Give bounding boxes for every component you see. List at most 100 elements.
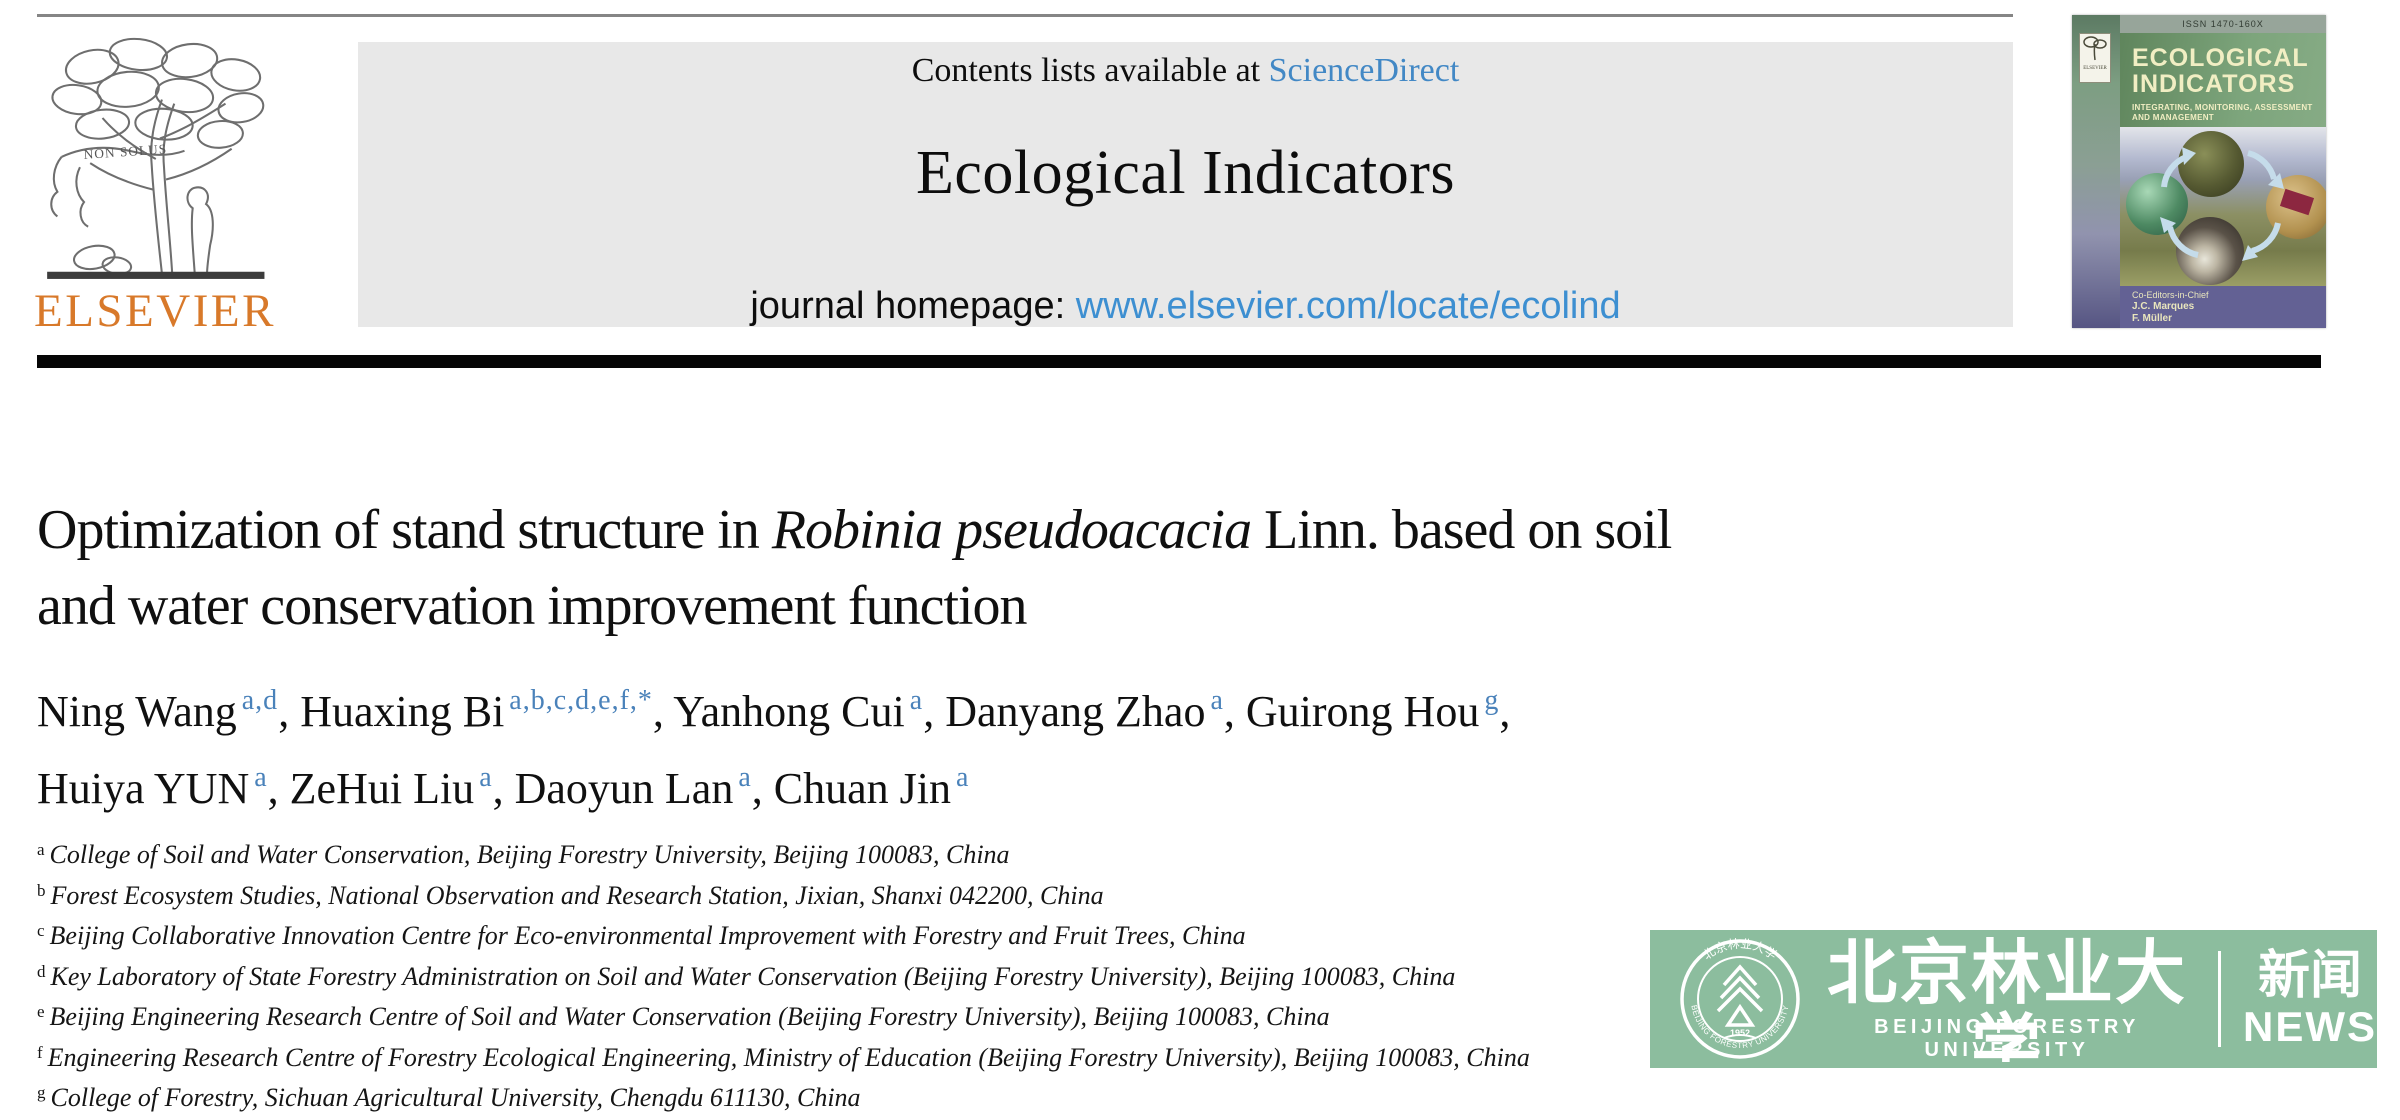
- journal-name: Ecological Indicators: [915, 139, 1455, 207]
- affiliation-label: g: [37, 1083, 46, 1102]
- homepage-line: journal homepage: www.elsevier.com/locat…: [358, 285, 2013, 328]
- elsevier-wordmark: ELSEVIER: [34, 285, 276, 337]
- author-affiliation-superscript: a: [479, 762, 493, 793]
- cover-photo-circle-seeds: [2178, 131, 2244, 197]
- news-label-en: NEWS: [2243, 1003, 2377, 1050]
- cover-issn: ISSN 1470-160X: [2120, 15, 2326, 33]
- author-line: Huiya YUN a, ZeHui Liu a, Daoyun Lan a, Chu…: [37, 753, 1510, 830]
- affiliation-list: a College of Soil and Water Conservation,…: [37, 836, 1530, 1120]
- elsevier-logo: NON SOLUS ELSEVIER: [30, 36, 310, 337]
- contents-prefix: Contents lists available at: [911, 52, 1261, 89]
- bfu-seal: 北京林业大学 BEIJING FORESTRY UNIVERSITY 1952: [1680, 937, 1800, 1059]
- author-separator: ,: [923, 687, 946, 736]
- cover-photo: [2120, 127, 2326, 286]
- author-separator: ,: [1499, 687, 1511, 736]
- author-line: Ning Wang a,d, Huaxing Bi a,b,c,d,e,f,*, Y…: [37, 676, 1510, 753]
- species-name-italic: Robinia pseudoacacia: [771, 499, 1252, 561]
- affiliation-label: b: [37, 880, 46, 900]
- news-label-zh: 新闻: [2257, 946, 2362, 1006]
- affiliation-text: Beijing Collaborative Innovation Centre …: [49, 921, 1246, 950]
- cover-elsevier-mini-text: ELSEVIER: [2083, 66, 2107, 71]
- elsevier-tree-logo: NON SOLUS: [47, 37, 265, 279]
- cover-editors: Co-Editors-in-Chief J.C. Marques F. Müll…: [2120, 286, 2326, 328]
- author-name: Huiya YUN: [37, 764, 250, 813]
- cover-cycle-arrows: [2160, 147, 2284, 261]
- author-affiliation-superscript: g: [1484, 685, 1500, 716]
- title-text: Linn. based on soil: [1251, 499, 1672, 561]
- cover-header: ECOLOGICAL INDICATORS INTEGRATING, MONIT…: [2120, 33, 2326, 127]
- sciencedirect-link[interactable]: ScienceDirect: [1268, 52, 1460, 89]
- affiliation-item: a College of Soil and Water Conservation,…: [37, 836, 1530, 877]
- bfu-name-en: BEIJING FORESTRY UNIVERSITY: [1874, 1016, 2140, 1061]
- author-list: Ning Wang a,d, Huaxing Bi a,b,c,d,e,f,*, Y…: [37, 676, 1510, 830]
- affiliation-label: e: [37, 1002, 45, 1021]
- bfu-divider: [2218, 951, 2221, 1047]
- header-rule: [37, 355, 2321, 368]
- journal-cover-thumbnail: ELSEVIER ISSN 1470-160X ECOLOGICAL INDIC…: [2072, 15, 2326, 328]
- cover-editor-2: F. Müller: [2132, 313, 2173, 324]
- author-name: Daoyun Lan: [514, 764, 734, 813]
- author-affiliation-superscript: a: [909, 685, 924, 716]
- author-name: Chuan Jin: [773, 764, 952, 813]
- cover-elsevier-mini-logo: ELSEVIER: [2079, 33, 2111, 83]
- cover-subtitle: INTEGRATING, MONITORING, ASSESSMENT AND …: [2132, 103, 2313, 122]
- article-title: Optimization of stand structure in Robin…: [37, 492, 2117, 644]
- affiliation-text: Key Laboratory of State Forestry Adminis…: [50, 961, 1456, 991]
- title-text: and water conservation improvement funct…: [37, 575, 1028, 637]
- author-name: Ning Wang: [37, 687, 237, 736]
- title-text: Optimization of stand structure in: [37, 499, 772, 561]
- author-affiliation-superscript: a: [956, 762, 970, 793]
- affiliation-item: g College of Forestry, Sichuan Agricultur…: [37, 1079, 1530, 1120]
- homepage-prefix: journal homepage:: [750, 285, 1066, 327]
- seal-tree-icon: [1716, 964, 1764, 1039]
- top-rule: [37, 14, 2013, 17]
- contents-line: Contents lists available at ScienceDirec…: [358, 52, 2013, 90]
- author-name: Danyang Zhao: [945, 687, 1206, 736]
- cover-title-line2: INDICATORS: [2132, 70, 2296, 98]
- bfu-news-watermark: 北京林业大学 BEIJING FORESTRY UNIVERSITY 1952 …: [1650, 930, 2377, 1068]
- affiliation-text: College of Forestry, Sichuan Agricultura…: [50, 1083, 861, 1112]
- affiliation-label: d: [37, 961, 46, 981]
- author-separator: ,: [492, 764, 515, 813]
- cover-left-strip: ELSEVIER: [2072, 15, 2120, 328]
- bfu-calligraphy-zh: 北京林业大学: [1827, 936, 2187, 1062]
- affiliation-text: Beijing Engineering Research Centre of S…: [49, 1002, 1330, 1031]
- bfu-news-block: 新闻 NEWS: [2243, 948, 2377, 1050]
- author-separator: ,: [751, 764, 774, 813]
- affiliation-item: c Beijing Collaborative Innovation Centre…: [37, 917, 1530, 958]
- cover-main: ISSN 1470-160X ECOLOGICAL INDICATORS INT…: [2120, 15, 2326, 328]
- seal-year: 1952: [1730, 1028, 1750, 1038]
- author-separator: ,: [652, 687, 674, 736]
- tree-ground: [47, 271, 265, 279]
- affiliation-label: f: [37, 1042, 43, 1062]
- bfu-wordmark: 北京林业大学 BEIJING FORESTRY UNIVERSITY: [1818, 936, 2196, 1062]
- cover-editors-label: Co-Editors-in-Chief: [2132, 290, 2209, 300]
- affiliation-item: b Forest Ecosystem Studies, National Obse…: [37, 877, 1530, 918]
- author-name: ZeHui Liu: [289, 764, 475, 813]
- title-line: Optimization of stand structure in Robin…: [37, 492, 2117, 568]
- affiliation-text: Forest Ecosystem Studies, National Obser…: [50, 880, 1104, 910]
- author-separator: ,: [278, 687, 301, 736]
- affiliation-item: e Beijing Engineering Research Centre of …: [37, 998, 1530, 1039]
- affiliation-item: f Engineering Research Centre of Forestry…: [37, 1039, 1530, 1080]
- affiliation-text: Engineering Research Centre of Forestry …: [47, 1042, 1530, 1072]
- affiliation-item: d Key Laboratory of State Forestry Admini…: [37, 958, 1530, 999]
- author-name: Guirong Hou: [1245, 687, 1480, 736]
- elsevier-motto: NON SOLUS: [83, 141, 167, 162]
- cover-editor-1: J.C. Marques: [2132, 301, 2195, 312]
- author-separator: ,: [267, 764, 290, 813]
- author-name: Yanhong Cui: [673, 687, 905, 736]
- author-affiliation-superscript: a,b,c,d,e,f,*: [509, 685, 653, 716]
- cover-title-line1: ECOLOGICAL: [2132, 44, 2309, 72]
- author-affiliation-superscript: a: [738, 762, 752, 793]
- author-affiliation-superscript: a: [254, 762, 268, 793]
- author-separator: ,: [1223, 687, 1246, 736]
- title-line: and water conservation improvement funct…: [37, 568, 2117, 644]
- author-affiliation-superscript: a: [1210, 685, 1224, 716]
- affiliation-text: College of Soil and Water Conservation, …: [49, 840, 1010, 869]
- cover-photo-circle-sphere: [2126, 173, 2188, 235]
- journal-header-box: Contents lists available at ScienceDirec…: [358, 42, 2013, 327]
- author-affiliation-superscript: a,d: [241, 685, 279, 716]
- journal-homepage-link[interactable]: www.elsevier.com/locate/ecolind: [1075, 285, 1621, 327]
- affiliation-label: c: [37, 921, 45, 940]
